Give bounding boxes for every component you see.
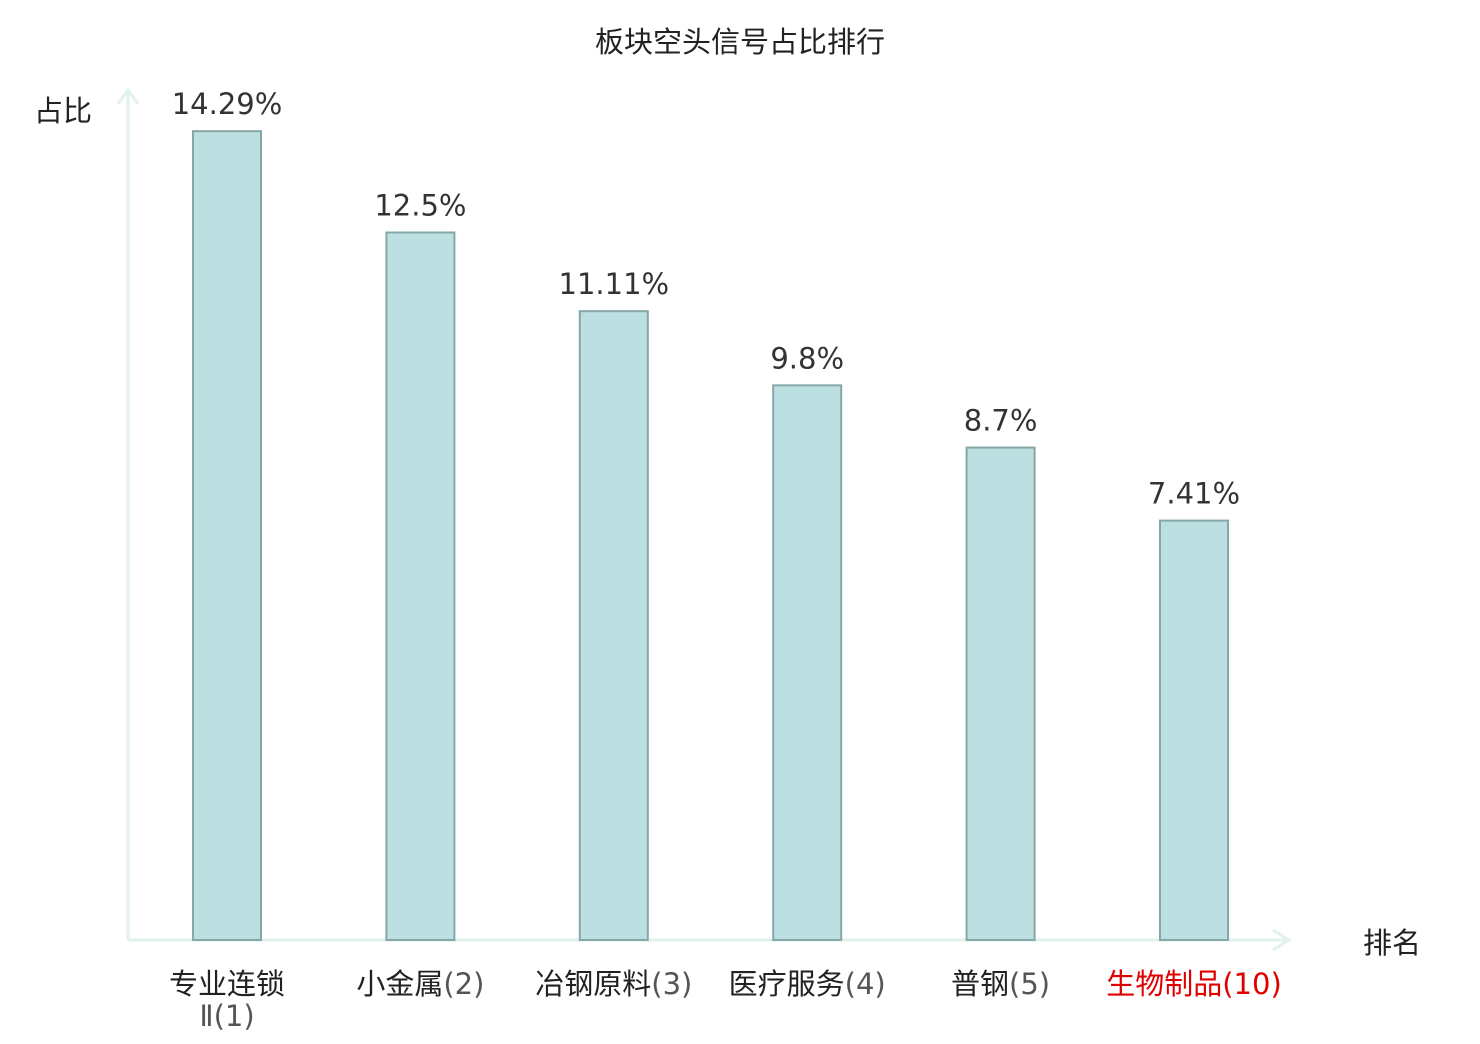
y-axis-label: 占比 [34,94,92,128]
bar-value-label: 14.29% [172,87,283,121]
bars [192,130,1229,942]
category-rank: (2) [443,967,484,1001]
category-label: 普钢(5) [951,967,1050,1001]
x-axis-label: 排名 [1363,926,1421,960]
bar [578,310,649,941]
bar-value-label: 9.8% [770,341,844,375]
bar-value-label: 12.5% [374,189,466,223]
category-labels: 专业连锁 Ⅱ(1) 小金属(2) 冶钢原料(3) 医疗服务(4) 普钢(5) 生物制品(10… [169,967,1282,1033]
category-name: 冶钢原料 [535,967,651,1001]
bar [385,231,456,941]
bar [965,446,1036,941]
category-rank: (10) [1222,967,1282,1001]
y-axis [116,87,140,940]
bar [192,130,262,942]
category-name: 小金属 [356,967,443,1001]
category-label: 生物制品(10) [1106,967,1282,1001]
bar [1159,519,1229,941]
category-label: 专业连锁 Ⅱ(1) [169,967,285,1033]
bar [772,384,843,941]
category-rank: (3) [651,967,692,1001]
x-axis [128,928,1292,952]
chart-title: 板块空头信号占比排行 [595,25,885,59]
category-name: 普钢 [951,967,1009,1001]
category-label: 医疗服务(4) [729,967,886,1001]
category-name: 专业连锁 [169,967,285,1001]
bar-value-label: 8.7% [964,404,1038,438]
category-name: 医疗服务 [729,967,845,1001]
category-name: 生物制品 [1106,967,1222,1001]
category-label: 冶钢原料(3) [535,967,692,1001]
category-rank: (1) [214,999,255,1033]
category-label: 小金属(2) [356,967,484,1001]
bar-value-label: 11.11% [559,267,670,301]
value-labels: 14.29% 12.5% 11.11% 9.8% 8.7% 7.41% [172,87,1240,510]
category-rank: (5) [1009,967,1050,1001]
category-rank: (4) [845,967,886,1001]
bar-value-label: 7.41% [1148,477,1240,511]
category-name-suffix: Ⅱ [199,999,213,1033]
